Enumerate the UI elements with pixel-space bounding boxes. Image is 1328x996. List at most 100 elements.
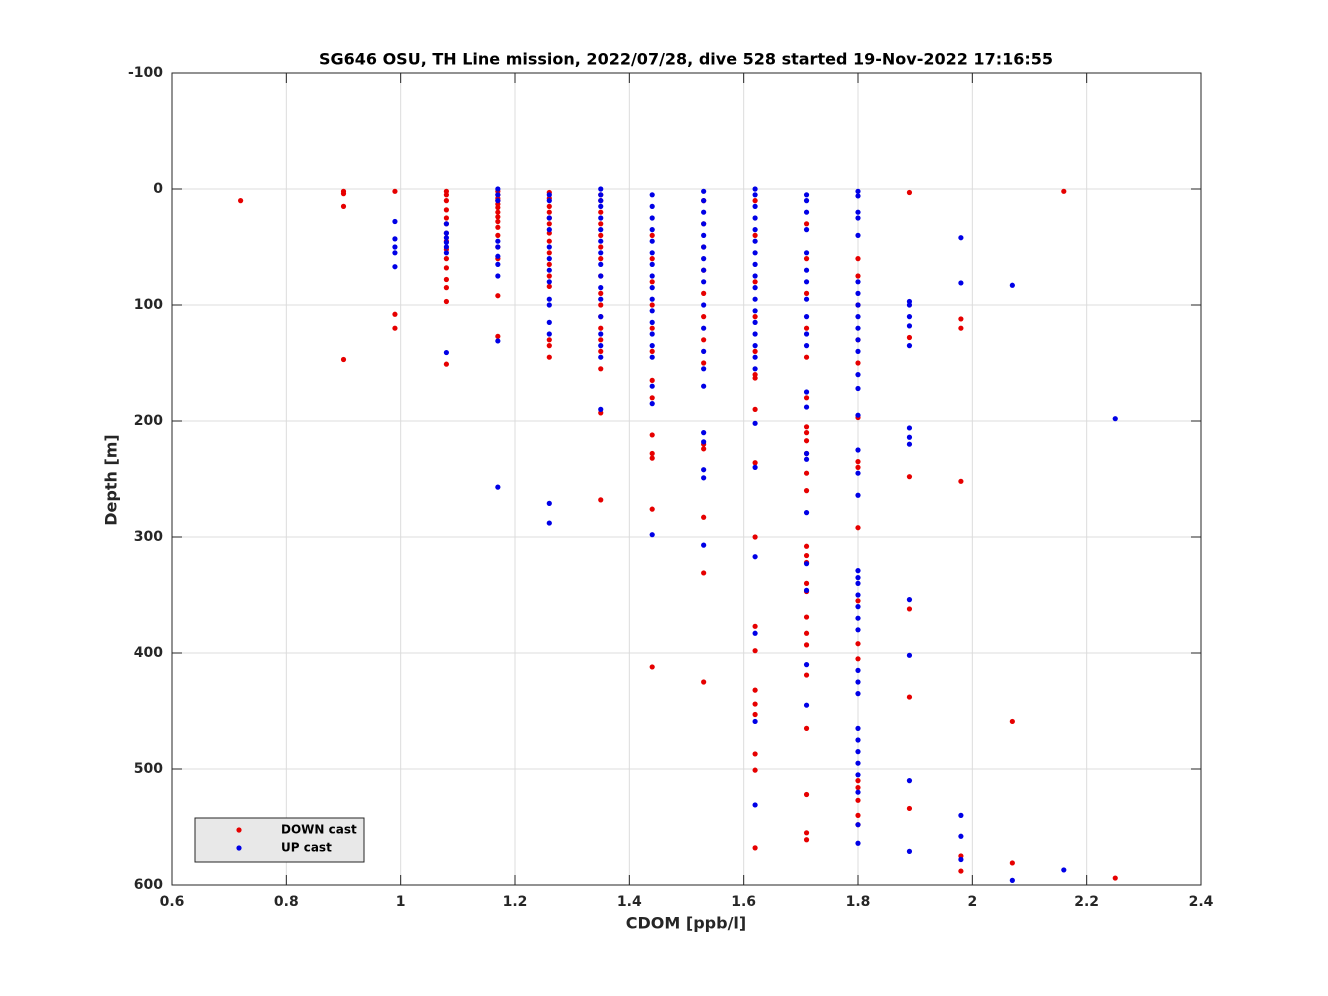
point bbox=[701, 360, 707, 366]
y-tick-label: -100 bbox=[128, 65, 163, 81]
point bbox=[392, 311, 398, 317]
point bbox=[958, 478, 964, 484]
point bbox=[546, 267, 552, 273]
point bbox=[855, 193, 861, 199]
point bbox=[598, 406, 604, 412]
point bbox=[752, 296, 758, 302]
point bbox=[1112, 416, 1118, 422]
point bbox=[495, 204, 501, 211]
point bbox=[752, 687, 758, 693]
point bbox=[803, 290, 810, 296]
point bbox=[855, 778, 861, 784]
point bbox=[803, 552, 810, 559]
point bbox=[752, 308, 758, 314]
point bbox=[649, 192, 655, 198]
point bbox=[649, 325, 655, 331]
point bbox=[649, 261, 655, 267]
point bbox=[546, 227, 552, 233]
point bbox=[906, 474, 913, 480]
point bbox=[649, 302, 655, 308]
point bbox=[752, 186, 758, 192]
x-tick-label: 2.4 bbox=[1189, 894, 1214, 910]
point bbox=[906, 314, 913, 320]
point bbox=[906, 597, 913, 603]
point bbox=[906, 441, 913, 447]
point bbox=[803, 470, 810, 476]
point bbox=[649, 227, 655, 233]
point bbox=[701, 209, 707, 215]
point bbox=[803, 580, 810, 587]
point bbox=[803, 456, 810, 462]
point bbox=[855, 789, 861, 795]
point bbox=[701, 290, 707, 296]
point bbox=[752, 198, 758, 204]
point bbox=[443, 298, 449, 305]
point bbox=[649, 455, 655, 461]
point bbox=[598, 343, 604, 349]
point bbox=[958, 856, 964, 863]
point bbox=[701, 256, 707, 262]
point bbox=[1009, 282, 1015, 288]
point bbox=[855, 209, 861, 215]
point bbox=[649, 348, 655, 354]
point bbox=[803, 209, 810, 215]
point bbox=[752, 261, 758, 267]
y-tick-label: 600 bbox=[134, 877, 163, 893]
point bbox=[443, 198, 449, 204]
legend-marker bbox=[236, 845, 242, 851]
point bbox=[598, 186, 604, 192]
point bbox=[958, 812, 964, 819]
point bbox=[958, 868, 964, 874]
point bbox=[752, 331, 758, 337]
point bbox=[443, 244, 449, 250]
point bbox=[701, 570, 707, 576]
point bbox=[649, 273, 655, 279]
point bbox=[701, 232, 707, 238]
point bbox=[855, 314, 861, 320]
point bbox=[340, 356, 347, 363]
point bbox=[238, 198, 244, 204]
point bbox=[855, 290, 861, 296]
point bbox=[649, 354, 655, 360]
point bbox=[855, 348, 861, 354]
point bbox=[598, 497, 604, 503]
point bbox=[649, 395, 655, 401]
point bbox=[855, 492, 861, 498]
point bbox=[803, 279, 810, 285]
point bbox=[906, 189, 913, 196]
point bbox=[1112, 875, 1118, 881]
point bbox=[752, 348, 758, 354]
point bbox=[855, 598, 861, 604]
point bbox=[855, 679, 861, 685]
point bbox=[958, 316, 964, 322]
point bbox=[855, 372, 861, 378]
point bbox=[803, 837, 810, 843]
point bbox=[752, 648, 758, 654]
point bbox=[598, 354, 604, 360]
point bbox=[752, 203, 758, 209]
point bbox=[495, 293, 501, 299]
point bbox=[649, 296, 655, 302]
point bbox=[803, 354, 810, 360]
point bbox=[855, 749, 861, 755]
point bbox=[701, 267, 707, 273]
point bbox=[752, 711, 758, 718]
point bbox=[803, 702, 810, 708]
y-axis-label: Depth [m] bbox=[102, 434, 121, 526]
point bbox=[803, 227, 810, 233]
point bbox=[495, 192, 501, 198]
point bbox=[752, 343, 758, 349]
point bbox=[803, 510, 810, 516]
point bbox=[752, 375, 758, 381]
point bbox=[803, 395, 810, 401]
point bbox=[649, 401, 655, 407]
point bbox=[649, 250, 655, 256]
x-axis-label: CDOM [ppb/l] bbox=[626, 914, 746, 933]
point bbox=[1009, 877, 1015, 883]
point bbox=[598, 192, 604, 198]
point bbox=[855, 840, 861, 846]
point bbox=[752, 718, 758, 725]
point bbox=[495, 261, 501, 267]
point bbox=[649, 343, 655, 349]
point bbox=[598, 261, 604, 267]
